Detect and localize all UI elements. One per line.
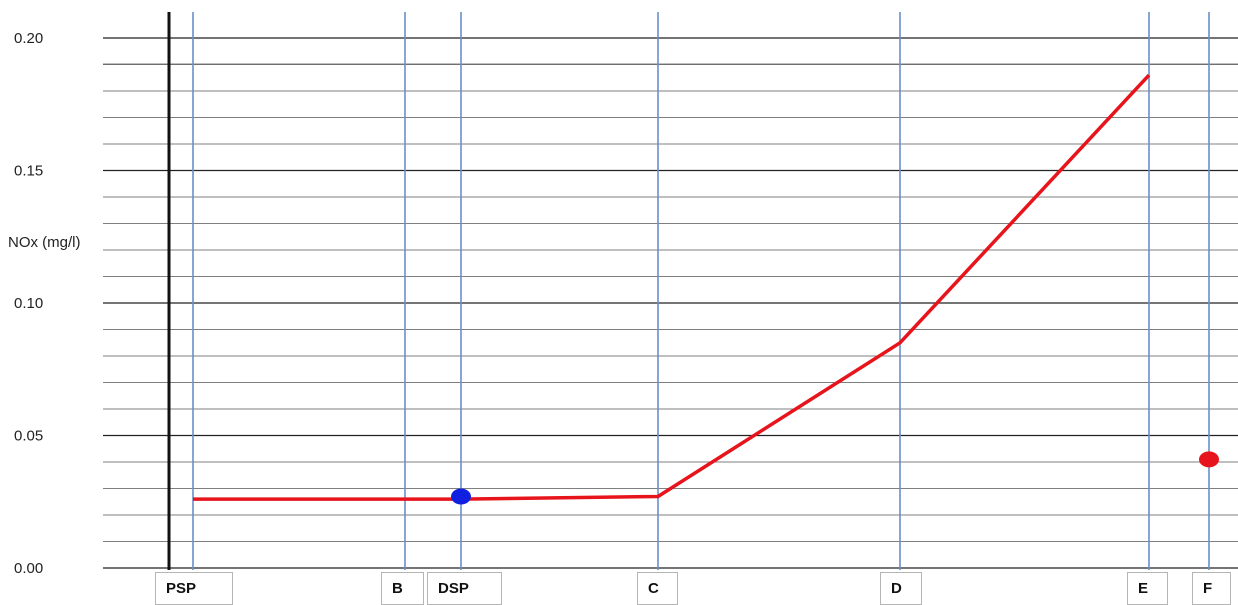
x-category-label-dsp: DSP bbox=[427, 572, 502, 605]
y-tick-label: 0.00 bbox=[14, 560, 43, 577]
x-category-label-f: F bbox=[1192, 572, 1231, 605]
vertical-gridlines bbox=[192, 12, 1210, 570]
series-line-0 bbox=[193, 73, 1151, 501]
horizontal-gridlines bbox=[103, 37, 1238, 569]
y-axis-title: NOx (mg/l) bbox=[8, 234, 81, 251]
data-point-marker-dsp bbox=[451, 488, 471, 505]
series-layer bbox=[193, 73, 1151, 501]
x-category-label-c: C bbox=[637, 572, 678, 605]
x-category-label-b: B bbox=[381, 572, 424, 605]
y-tick-label: 0.15 bbox=[14, 163, 43, 180]
data-point-marker-f bbox=[1199, 451, 1219, 468]
y-tick-labels: 0.00 0.05 0.10 0.15 0.20 bbox=[14, 30, 43, 577]
x-category-label-psp: PSP bbox=[155, 572, 233, 605]
y-tick-label: 0.10 bbox=[14, 295, 43, 312]
y-tick-label: 0.05 bbox=[14, 428, 43, 445]
y-tick-label: 0.20 bbox=[14, 30, 43, 47]
marker-layer bbox=[451, 451, 1219, 505]
x-category-label-d: D bbox=[880, 572, 922, 605]
x-category-label-e: E bbox=[1127, 572, 1168, 605]
